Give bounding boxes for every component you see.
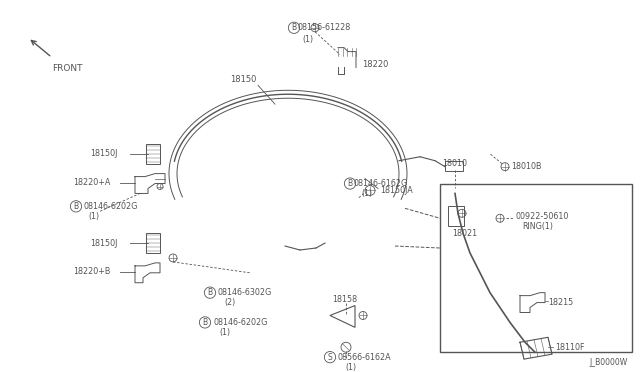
Text: (1): (1) — [88, 212, 99, 221]
Text: 18150J: 18150J — [90, 149, 117, 158]
Text: 18220: 18220 — [362, 60, 388, 69]
Text: (1): (1) — [219, 328, 230, 337]
Text: 18021: 18021 — [452, 229, 477, 238]
Text: 18158: 18158 — [332, 295, 357, 304]
Text: 18150J: 18150J — [90, 238, 117, 247]
Text: S: S — [328, 353, 332, 362]
Text: J_B0000W: J_B0000W — [589, 357, 628, 366]
Text: 08146-6202G: 08146-6202G — [213, 318, 268, 327]
Text: 08566-6162A: 08566-6162A — [337, 353, 390, 362]
Text: 08156-61228: 08156-61228 — [298, 23, 351, 32]
Text: 18010B: 18010B — [511, 162, 541, 171]
Text: B: B — [291, 23, 296, 32]
Text: 18220+B: 18220+B — [73, 267, 110, 276]
Text: 18220+A: 18220+A — [73, 178, 110, 187]
Text: 08146-6202G: 08146-6202G — [83, 202, 138, 211]
Text: B: B — [348, 179, 353, 188]
Text: B: B — [207, 288, 212, 297]
Text: 18150JA: 18150JA — [380, 186, 413, 195]
Text: B: B — [202, 318, 207, 327]
Text: B: B — [74, 202, 79, 211]
Text: 00922-50610: 00922-50610 — [516, 212, 570, 221]
Text: (2): (2) — [224, 298, 236, 307]
Text: 18110F: 18110F — [555, 343, 584, 352]
Text: 08146-6302G: 08146-6302G — [218, 288, 272, 297]
Text: (1): (1) — [345, 363, 356, 372]
Text: 08146-6162G: 08146-6162G — [354, 179, 408, 188]
Text: (1): (1) — [361, 189, 372, 198]
Text: RING(1): RING(1) — [522, 222, 553, 231]
Text: 18010: 18010 — [442, 159, 467, 168]
Text: (1): (1) — [303, 35, 314, 44]
Text: 18150: 18150 — [230, 75, 257, 84]
Text: 18215: 18215 — [548, 298, 573, 307]
Text: FRONT: FRONT — [52, 64, 83, 74]
